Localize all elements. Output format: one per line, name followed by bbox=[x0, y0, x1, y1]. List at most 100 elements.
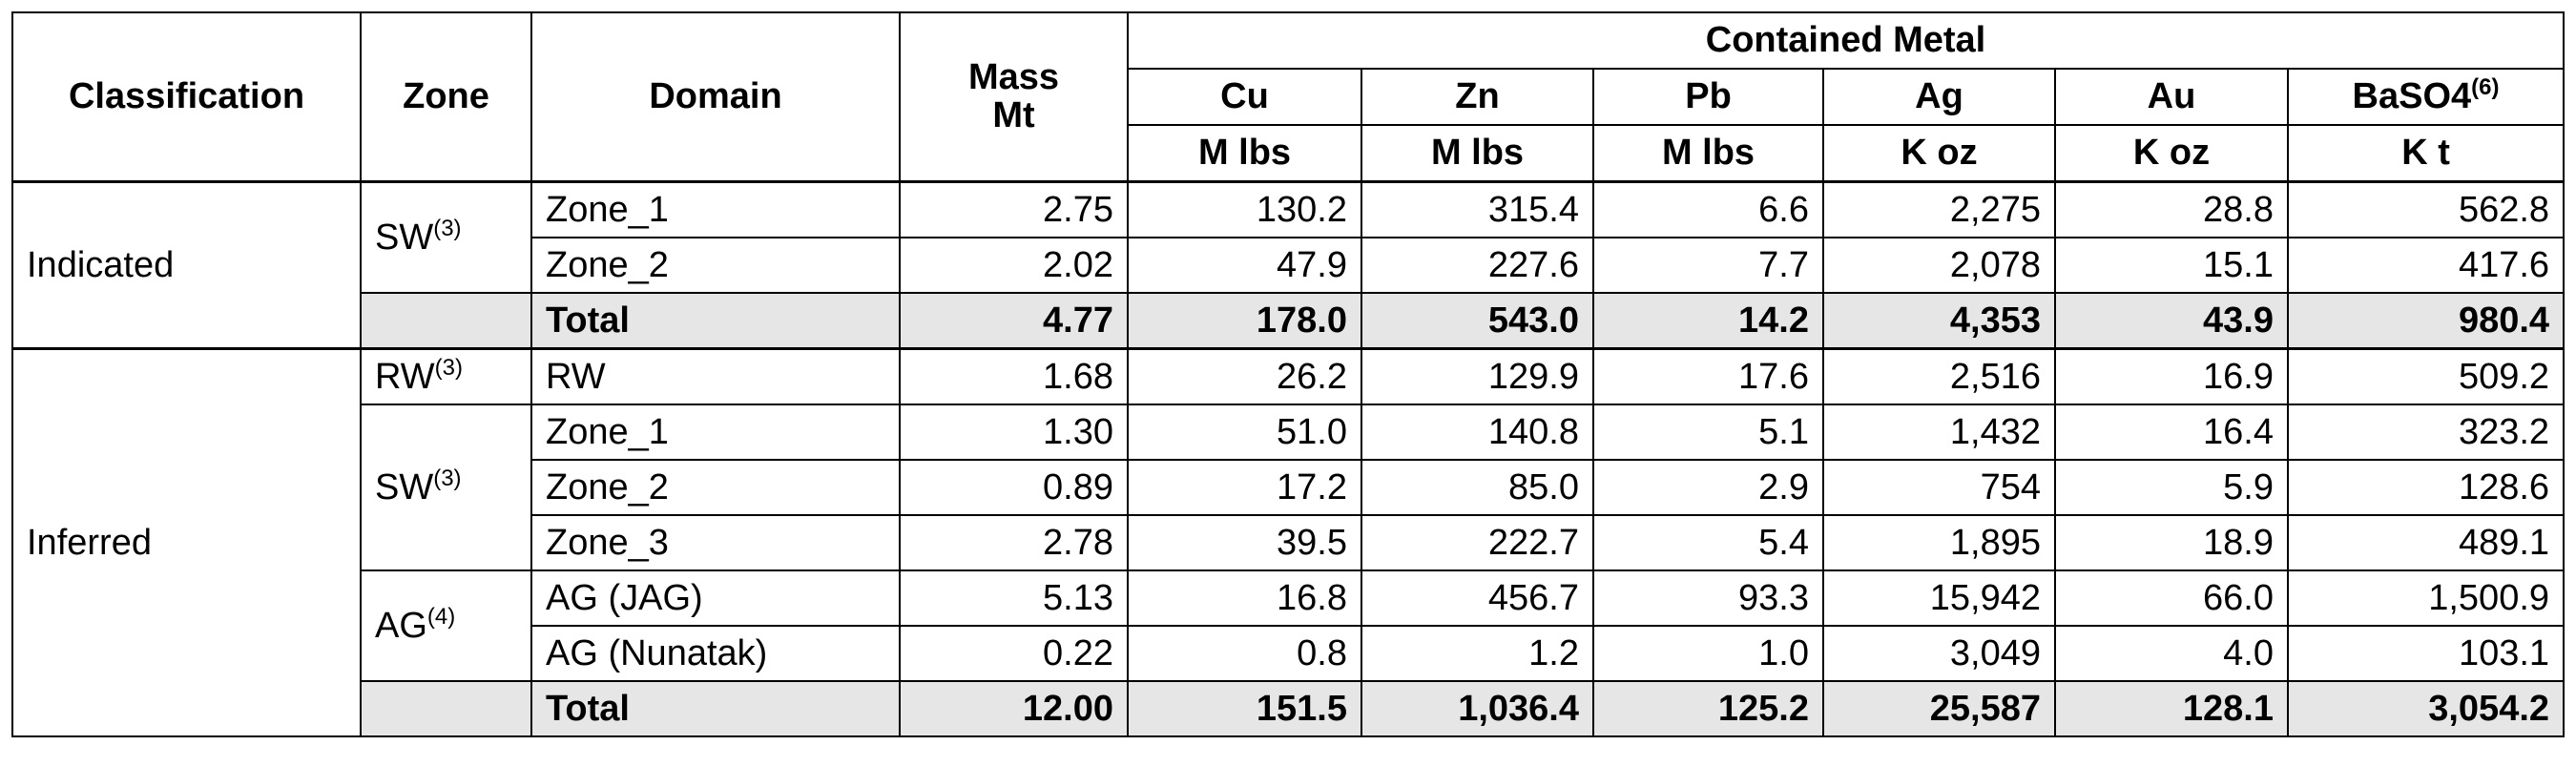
metal-name: Zn bbox=[1455, 75, 1500, 116]
value: 2.75 bbox=[1043, 189, 1113, 230]
value-cell: 16.9 bbox=[2054, 347, 2289, 405]
value-cell: 16.8 bbox=[1127, 569, 1362, 627]
value: 509.2 bbox=[2458, 356, 2550, 397]
value-cell: 1.30 bbox=[899, 404, 1129, 461]
value: 16.9 bbox=[2203, 356, 2274, 397]
total-value: 3,054.2 bbox=[2428, 688, 2550, 729]
value: 417.6 bbox=[2458, 244, 2550, 285]
data-row: AG (Nunatak) 0.22 0.8 1.2 1.0 3,049 4.0 103.1 bbox=[12, 625, 2566, 682]
value: 456.7 bbox=[1487, 577, 1579, 618]
value-cell: 26.2 bbox=[1127, 347, 1362, 405]
unit-header: M lbs bbox=[1127, 124, 1362, 183]
value-cell: 1.0 bbox=[1592, 625, 1824, 682]
value-cell: 754 bbox=[1822, 459, 2056, 516]
value: 1.0 bbox=[1758, 632, 1809, 673]
value: 1,895 bbox=[1949, 522, 2041, 563]
value-cell: 0.8 bbox=[1127, 625, 1362, 682]
value: 5.9 bbox=[2223, 466, 2274, 507]
value-cell: 18.9 bbox=[2054, 514, 2289, 571]
value: 47.9 bbox=[1277, 244, 1347, 285]
total-value-cell: 543.0 bbox=[1361, 292, 1594, 350]
value-cell: 2.78 bbox=[899, 514, 1129, 571]
total-value: 1,036.4 bbox=[1458, 688, 1579, 729]
value: 5.4 bbox=[1758, 522, 1809, 563]
classification: Inferred bbox=[27, 522, 152, 563]
value: 6.6 bbox=[1758, 189, 1809, 230]
value-cell: 2.75 bbox=[899, 180, 1129, 238]
value-cell: 7.7 bbox=[1592, 237, 1824, 294]
resource-table: Classification Zone Domain Mass Mt Contained … bbox=[11, 11, 2566, 737]
domain: Zone_2 bbox=[546, 466, 669, 507]
header-row: Classification Zone Domain Mass Mt Contained … bbox=[11, 11, 2566, 183]
value: 7.7 bbox=[1758, 244, 1809, 285]
metal-header: Ag bbox=[1822, 68, 2056, 126]
value-cell: 3,049 bbox=[1822, 625, 2056, 682]
value: 140.8 bbox=[1487, 411, 1579, 452]
value-cell: 15.1 bbox=[2054, 237, 2289, 294]
total-value: 4.77 bbox=[1043, 300, 1113, 341]
value-cell: 2,516 bbox=[1822, 347, 2056, 405]
metal-unit: K t bbox=[2401, 132, 2450, 173]
value: 1.68 bbox=[1043, 356, 1113, 397]
value-cell: 222.7 bbox=[1361, 514, 1594, 571]
value: 18.9 bbox=[2203, 522, 2274, 563]
value-cell: 1,500.9 bbox=[2286, 569, 2566, 627]
data-row: Zone_3 2.78 39.5 222.7 5.4 1,895 18.9 489.1 bbox=[12, 514, 2566, 571]
unit-header: K oz bbox=[1822, 124, 2056, 183]
total-value: 125.2 bbox=[1717, 688, 1809, 729]
value: 1.2 bbox=[1528, 632, 1579, 673]
domain: Zone_1 bbox=[546, 189, 669, 230]
value-cell: 489.1 bbox=[2286, 514, 2566, 571]
value-cell: 2.02 bbox=[899, 237, 1129, 294]
zone-cell: RW(3) bbox=[360, 347, 532, 405]
header-row: M lbs M lbs M lbs K oz K oz K t bbox=[12, 124, 2566, 183]
value: 128.6 bbox=[2458, 466, 2550, 507]
total-value-cell: 12.00 bbox=[899, 680, 1129, 737]
value-cell: 66.0 bbox=[2054, 569, 2289, 627]
metal-unit: M lbs bbox=[1197, 132, 1292, 173]
value: 0.8 bbox=[1297, 632, 1347, 673]
mass-header: Mass Mt bbox=[899, 11, 1129, 183]
value: 323.2 bbox=[2458, 411, 2550, 452]
value: 17.2 bbox=[1277, 466, 1347, 507]
value-cell: 417.6 bbox=[2286, 237, 2566, 294]
value: 2,516 bbox=[1949, 356, 2041, 397]
data-row: AG(4) AG (JAG) 5.13 16.8 456.7 93.3 15,942 66.0… bbox=[12, 569, 2566, 682]
domain: AG (Nunatak) bbox=[546, 632, 768, 673]
value: 754 bbox=[1980, 466, 2041, 507]
domain: Zone_1 bbox=[546, 411, 669, 452]
value: 227.6 bbox=[1487, 244, 1579, 285]
total-row: Total 4.77 178.0 543.0 14.2 4,353 43.9 980.4 bbox=[12, 292, 2566, 350]
footnote: (3) bbox=[433, 465, 462, 491]
value-cell: 456.7 bbox=[1361, 569, 1594, 627]
data-row: Inferred RW(3) RW 1.68 26.2 129.9 17.6 2,516 16.… bbox=[11, 347, 2566, 737]
metal-header: Cu bbox=[1127, 68, 1362, 126]
total-value-cell: 128.1 bbox=[2054, 680, 2289, 737]
mass-label: Mt bbox=[992, 94, 1035, 135]
classification-label: Classification bbox=[68, 75, 305, 116]
value-cell: 5.4 bbox=[1592, 514, 1824, 571]
value-cell: 28.8 bbox=[2054, 180, 2289, 238]
header-row: Cu Zn Pb Ag Au BaSO4(6) bbox=[12, 68, 2566, 126]
table-header: Classification Zone Domain Mass Mt Contained … bbox=[11, 11, 2566, 183]
total-value: 43.9 bbox=[2203, 300, 2274, 341]
classification-header: Classification bbox=[11, 11, 362, 183]
metal-unit: M lbs bbox=[1661, 132, 1755, 173]
value-cell: 562.8 bbox=[2286, 180, 2566, 238]
zone-label: Zone bbox=[403, 75, 489, 116]
metal-name: Au bbox=[2147, 75, 2196, 116]
value: 93.3 bbox=[1738, 577, 1809, 618]
value: 2.9 bbox=[1758, 466, 1809, 507]
value: 2,275 bbox=[1949, 189, 2041, 230]
zone-cell: SW(3) bbox=[360, 404, 532, 571]
value: 15,942 bbox=[1929, 577, 2041, 618]
total-value: 178.0 bbox=[1256, 300, 1347, 341]
contained-metal-label: Contained Metal bbox=[1705, 19, 1986, 60]
value-cell: 5.13 bbox=[899, 569, 1129, 627]
total-value: 980.4 bbox=[2458, 300, 2550, 341]
domain-header: Domain bbox=[530, 11, 901, 183]
value-cell: 2,078 bbox=[1822, 237, 2056, 294]
value: 103.1 bbox=[2458, 632, 2550, 673]
value-cell: 0.89 bbox=[899, 459, 1129, 516]
domain: AG (JAG) bbox=[546, 577, 703, 618]
